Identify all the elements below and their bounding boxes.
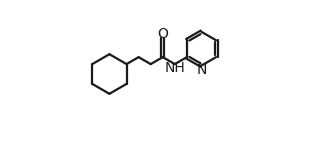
- Text: NH: NH: [164, 61, 185, 75]
- Text: N: N: [196, 63, 207, 77]
- Text: O: O: [157, 27, 168, 41]
